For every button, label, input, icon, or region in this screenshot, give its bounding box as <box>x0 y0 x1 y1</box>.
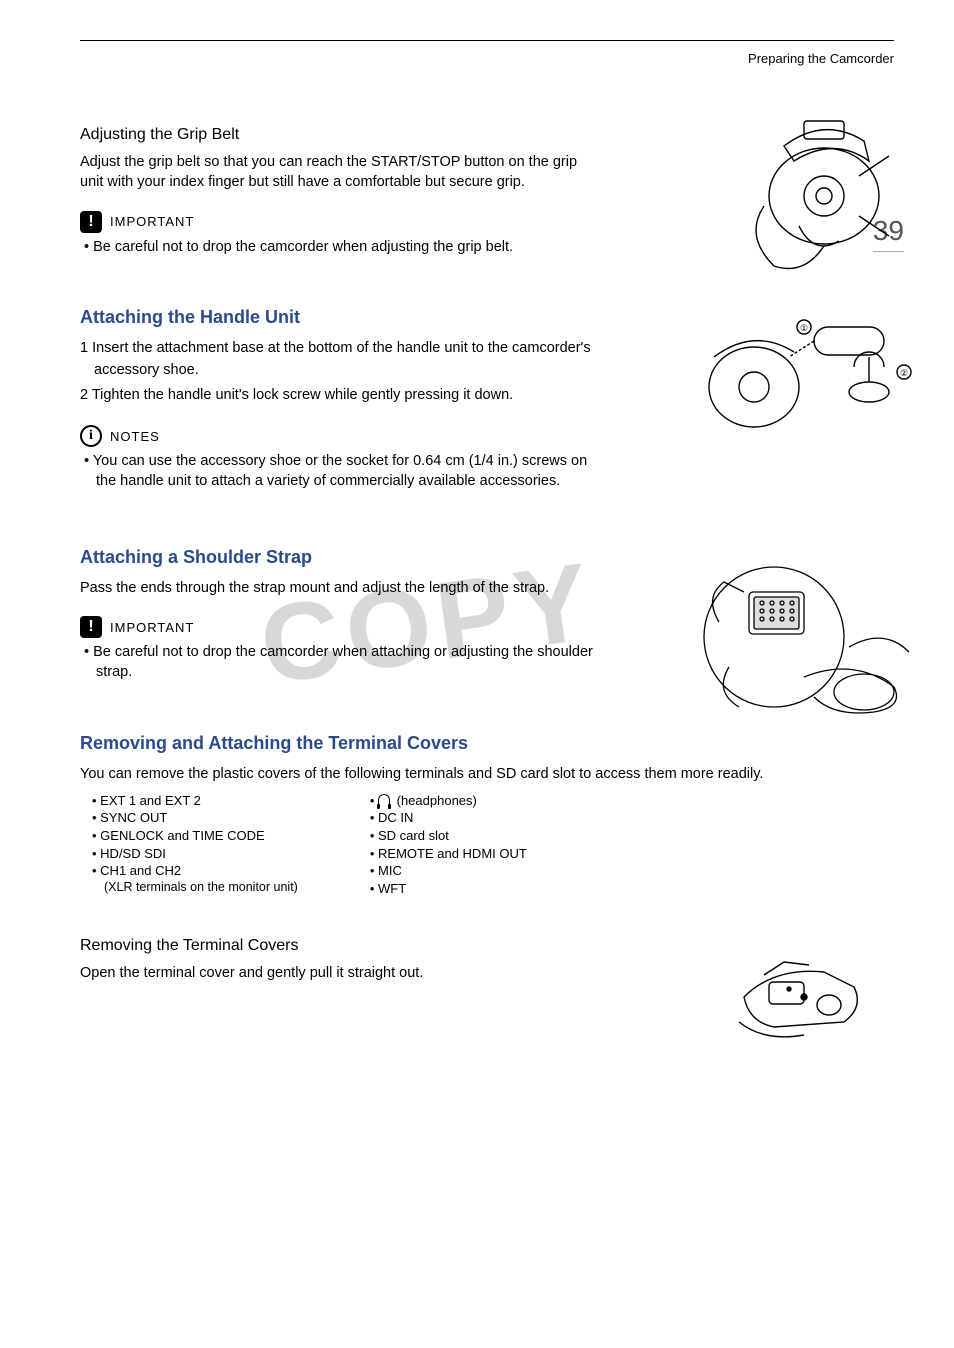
list-item: Be careful not to drop the camcorder whe… <box>80 237 600 257</box>
list-item: GENLOCK and TIME CODE <box>80 827 298 845</box>
list-item: CH1 and CH2 <box>80 862 298 880</box>
figure-handle-unit: ① ② <box>674 297 924 447</box>
important-label: IMPORTANT <box>110 214 194 229</box>
bullet-list: Be careful not to drop the camcorder whe… <box>80 642 600 683</box>
terminal-list-left: EXT 1 and EXT 2 SYNC OUT GENLOCK and TIM… <box>80 792 298 880</box>
step: 2 Tighten the handle unit's lock screw w… <box>80 385 600 407</box>
section-terminal-covers: Removing and Attaching the Terminal Cove… <box>80 733 894 898</box>
list-item: MIC <box>358 862 527 880</box>
bullet-list: Be careful not to drop the camcorder whe… <box>80 237 600 257</box>
notes-label: NOTES <box>110 429 160 444</box>
important-icon: ! <box>80 211 102 233</box>
figure-shoulder-strap <box>654 537 934 737</box>
list-item: SYNC OUT <box>80 809 298 827</box>
list-item: DC IN <box>358 809 527 827</box>
running-header: Preparing the Camcorder <box>80 51 894 66</box>
step: 1 Insert the attachment base at the bott… <box>80 338 600 382</box>
headphones-icon <box>378 794 390 806</box>
body-text: You can remove the plastic covers of the… <box>80 764 840 784</box>
section-removing-covers: Removing the Terminal Covers Open the te… <box>80 937 894 983</box>
section-shoulder-strap: Attaching a Shoulder Strap Pass the ends… <box>80 547 894 683</box>
terminal-columns: EXT 1 and EXT 2 SYNC OUT GENLOCK and TIM… <box>80 792 894 897</box>
important-icon: ! <box>80 616 102 638</box>
list-item: You can use the accessory shoe or the so… <box>80 451 600 492</box>
bullet-list: You can use the accessory shoe or the so… <box>80 451 600 492</box>
list-item: WFT <box>358 880 527 898</box>
list-item: (headphones) <box>358 792 527 810</box>
list-item: EXT 1 and EXT 2 <box>80 792 298 810</box>
figure-grip-belt <box>704 106 904 286</box>
body-text: Open the terminal cover and gently pull … <box>80 963 600 983</box>
section-grip-belt: Adjusting the Grip Belt Adjust the grip … <box>80 126 894 257</box>
svg-text:②: ② <box>900 368 908 378</box>
list-item: SD card slot <box>358 827 527 845</box>
section-handle-unit: Attaching the Handle Unit 1 Insert the a… <box>80 307 894 492</box>
important-label: IMPORTANT <box>110 620 194 635</box>
list-item: HD/SD SDI <box>80 845 298 863</box>
list-item-label: (headphones) <box>393 793 477 808</box>
body-text: Pass the ends through the strap mount an… <box>80 578 600 598</box>
list-subnote: (XLR terminals on the monitor unit) <box>80 880 298 894</box>
terminal-list-right: (headphones) DC IN SD card slot REMOTE a… <box>358 792 527 897</box>
notes-icon: i <box>80 425 102 447</box>
list-item: Be careful not to drop the camcorder whe… <box>80 642 600 683</box>
top-rule <box>80 40 894 41</box>
list-item: REMOTE and HDMI OUT <box>358 845 527 863</box>
heading: Removing and Attaching the Terminal Cove… <box>80 733 894 754</box>
figure-terminal-cover <box>714 927 874 1047</box>
svg-text:①: ① <box>800 323 808 333</box>
body-text: Adjust the grip belt so that you can rea… <box>80 152 600 193</box>
